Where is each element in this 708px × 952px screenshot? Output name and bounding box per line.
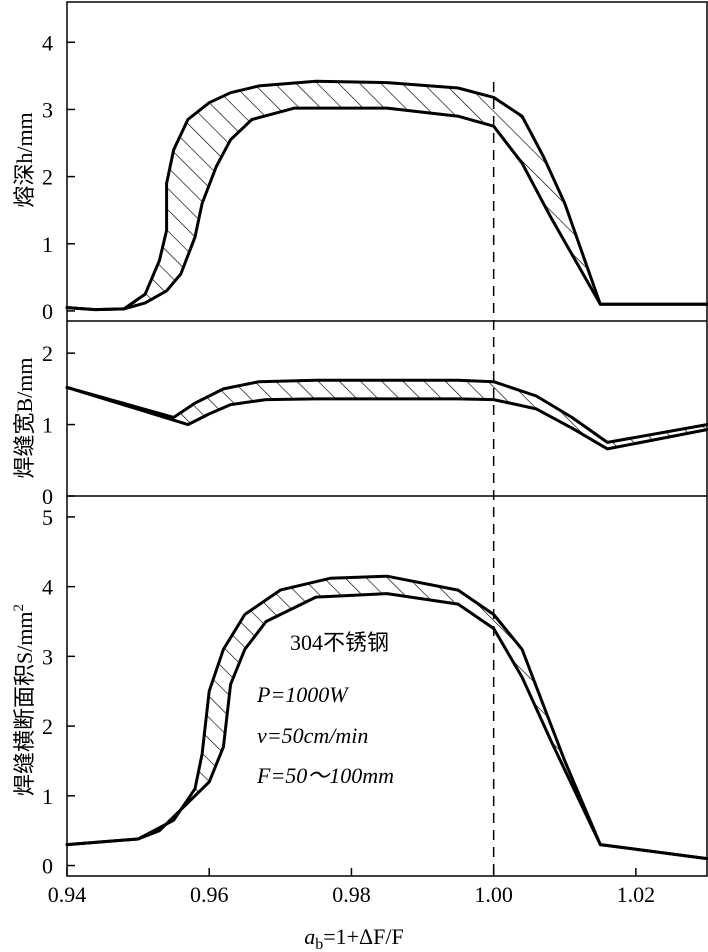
- ylabel-width: 焊缝宽B/mm: [12, 357, 37, 478]
- ytick-label-depth: 2: [42, 165, 53, 190]
- upper-curve-depth: [65, 79, 708, 312]
- ytick-label-area: 2: [42, 714, 53, 739]
- material-label: 304不锈钢: [290, 630, 389, 655]
- ytick-label-area: 1: [42, 784, 53, 809]
- ytick-label-area: 5: [42, 505, 53, 530]
- ytick-label-area: 4: [42, 575, 53, 600]
- ytick-label-depth: 4: [42, 30, 53, 55]
- ylabel-area: 焊缝横断面积S/mm2: [11, 604, 37, 796]
- lower-curve-area: [65, 592, 708, 861]
- xtick-label: 0.96: [190, 882, 229, 907]
- focal-label: F=50～100mm: [256, 763, 394, 788]
- band-width: [67, 380, 707, 449]
- boundary-curves: [65, 79, 708, 861]
- axis-ticks: 0 1 2 3 4 0 1 2 0 1 2 3 4 5 0.94 0.96 0.98 1.00 1.02: [42, 30, 655, 907]
- upper-curve-area: [65, 574, 708, 861]
- lower-curve-width: [65, 385, 708, 451]
- band-depth: [67, 81, 707, 310]
- power-label: P=1000W: [256, 682, 349, 707]
- plot-frame: [66, 1, 708, 877]
- ytick-label-width: 1: [42, 413, 53, 438]
- x-axis-label: ab=1+ΔF/F: [304, 924, 404, 952]
- upper-curve-width: [65, 378, 708, 444]
- ytick-label-area: 3: [42, 644, 53, 669]
- xtick-label: 1.02: [617, 882, 656, 907]
- ytick-label-depth: 0: [42, 299, 53, 324]
- xtick-label: 1.00: [474, 882, 513, 907]
- ytick-label-width: 0: [42, 484, 53, 509]
- ylabel-depth: 熔深h/mm: [12, 112, 37, 207]
- ytick-label-depth: 1: [42, 232, 53, 257]
- xtick-label: 0.94: [48, 882, 87, 907]
- xtick-label: 0.98: [332, 882, 371, 907]
- hatched-bands: [67, 81, 707, 859]
- ytick-label-depth: 3: [42, 97, 53, 122]
- lower-curve-depth: [65, 106, 708, 312]
- ytick-label-width: 2: [42, 341, 53, 366]
- speed-label: v=50cm/min: [257, 723, 368, 748]
- ytick-label-area: 0: [42, 854, 53, 879]
- band-area: [67, 576, 707, 859]
